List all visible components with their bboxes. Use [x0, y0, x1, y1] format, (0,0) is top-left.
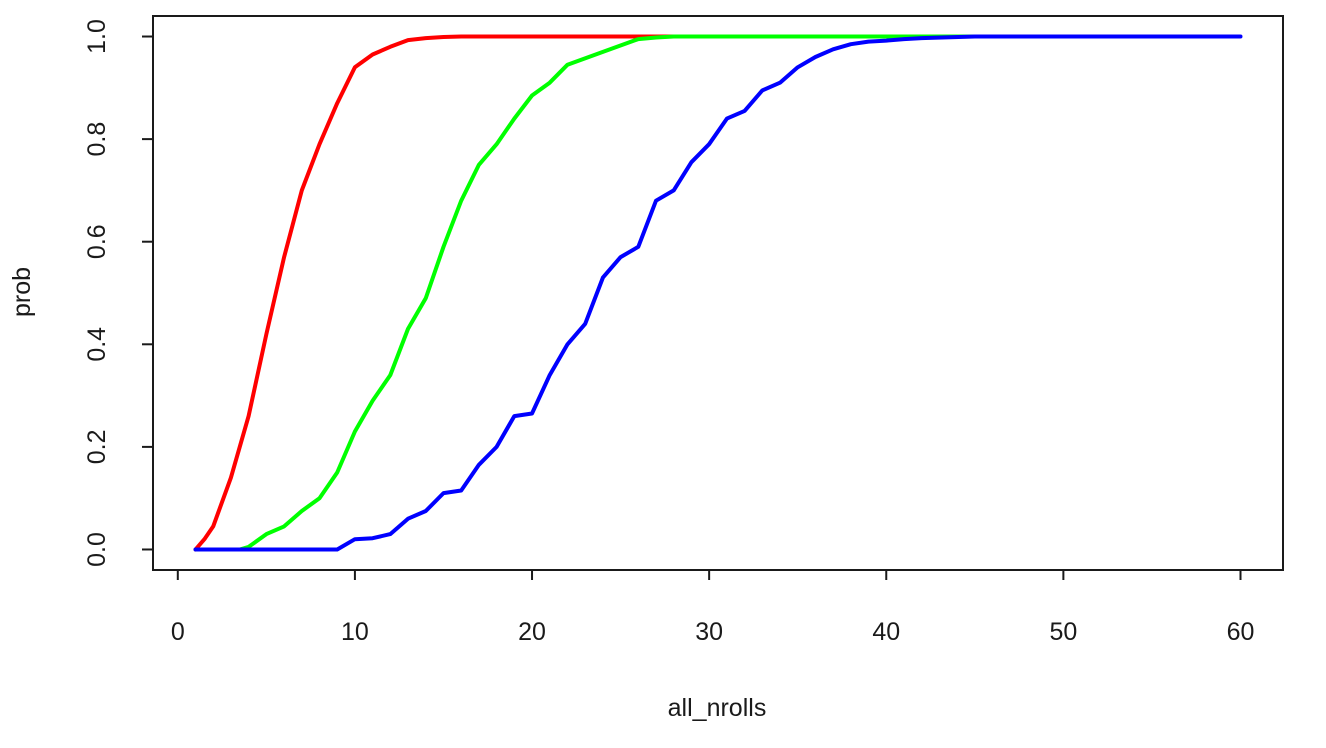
plot-frame — [152, 15, 1284, 571]
y-tick-label: 0.0 — [83, 532, 111, 567]
y-tick-label: 0.8 — [83, 122, 111, 157]
series-line-2 — [237, 34, 1048, 552]
y-tick-label: 1.0 — [83, 19, 111, 54]
x-tick-label: 40 — [872, 618, 900, 646]
x-axis: 0 10 20 30 40 50 60 — [171, 569, 1255, 646]
x-tick-label: 20 — [518, 618, 546, 646]
x-tick-label: 0 — [171, 618, 185, 646]
series-line-1 — [193, 34, 729, 552]
y-tick-label: 0.6 — [83, 224, 111, 259]
y-tick-label: 0.2 — [83, 430, 111, 465]
series-layer — [193, 34, 1243, 552]
x-axis-title: all_nrolls — [668, 694, 767, 722]
x-tick-label: 30 — [695, 618, 723, 646]
series-line-3 — [193, 34, 1243, 552]
y-axis: 0.0 0.2 0.4 0.6 0.8 1.0 — [83, 19, 154, 567]
x-tick-label: 10 — [341, 618, 369, 646]
x-tick-label: 50 — [1049, 618, 1077, 646]
x-tick-label: 60 — [1227, 618, 1255, 646]
y-axis-title: prob — [8, 267, 36, 317]
y-tick-label: 0.4 — [83, 327, 111, 362]
